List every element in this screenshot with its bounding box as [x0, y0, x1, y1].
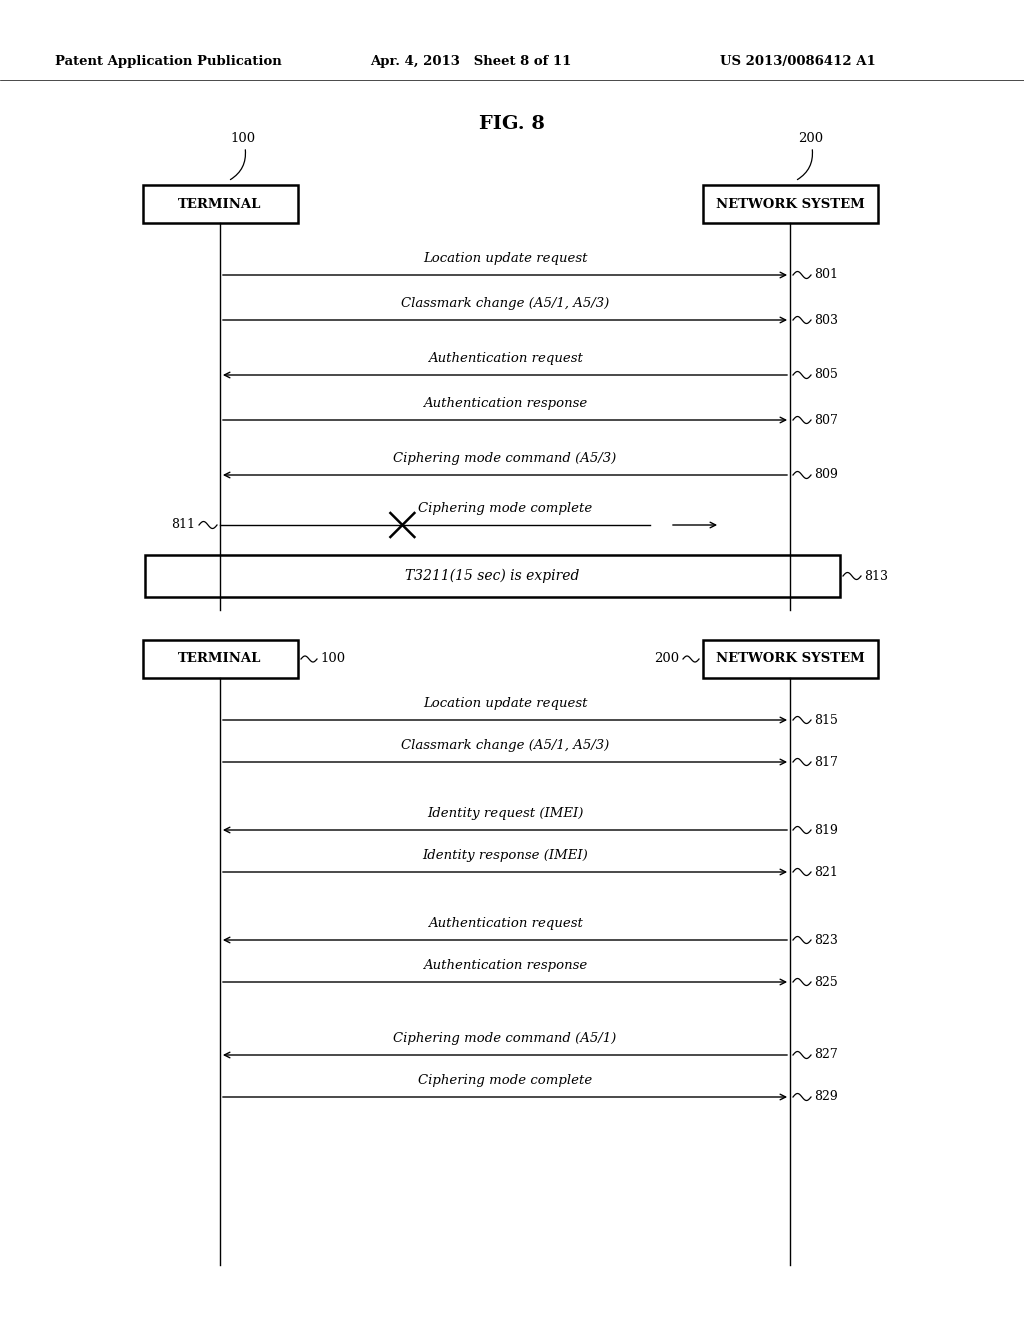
Text: 811: 811 [171, 519, 195, 532]
Text: 819: 819 [814, 824, 838, 837]
Bar [703, 185, 878, 223]
Text: 827: 827 [814, 1048, 838, 1061]
Text: NETWORK SYSTEM: NETWORK SYSTEM [716, 652, 864, 665]
Bar [143, 185, 298, 223]
Text: Location update request: Location update request [423, 252, 587, 265]
Text: 815: 815 [814, 714, 838, 726]
Text: NETWORK SYSTEM: NETWORK SYSTEM [716, 198, 864, 210]
Text: 823: 823 [814, 933, 838, 946]
Text: 809: 809 [814, 469, 838, 482]
Text: 807: 807 [814, 413, 838, 426]
Text: 805: 805 [814, 368, 838, 381]
Text: Location update request: Location update request [423, 697, 587, 710]
Bar [703, 640, 878, 678]
Text: Ciphering mode command (A5/1): Ciphering mode command (A5/1) [393, 1032, 616, 1045]
Text: TERMINAL: TERMINAL [178, 652, 262, 665]
Text: Classmark change (A5/1, A5/3): Classmark change (A5/1, A5/3) [400, 739, 609, 752]
Text: 100: 100 [319, 652, 345, 665]
Bar [143, 640, 298, 678]
Text: 200: 200 [654, 652, 679, 665]
Text: Authentication request: Authentication request [428, 917, 583, 931]
Text: Identity request (IMEI): Identity request (IMEI) [427, 807, 584, 820]
Text: 829: 829 [814, 1090, 838, 1104]
Text: 821: 821 [814, 866, 838, 879]
Text: Authentication response: Authentication response [423, 960, 587, 972]
Text: US 2013/0086412 A1: US 2013/0086412 A1 [720, 55, 876, 69]
Text: 817: 817 [814, 755, 838, 768]
Text: Ciphering mode command (A5/3): Ciphering mode command (A5/3) [393, 451, 616, 465]
Text: 813: 813 [864, 569, 888, 582]
Bar [145, 554, 840, 597]
Text: 200: 200 [798, 132, 823, 145]
Text: Identity response (IMEI): Identity response (IMEI) [422, 849, 588, 862]
Text: Ciphering mode complete: Ciphering mode complete [418, 502, 592, 515]
Text: Apr. 4, 2013   Sheet 8 of 11: Apr. 4, 2013 Sheet 8 of 11 [370, 55, 571, 69]
Text: 825: 825 [814, 975, 838, 989]
Text: 803: 803 [814, 314, 838, 326]
Text: T3211(15 sec) is expired: T3211(15 sec) is expired [404, 569, 580, 583]
Text: Classmark change (A5/1, A5/3): Classmark change (A5/1, A5/3) [400, 297, 609, 310]
Text: 100: 100 [230, 132, 255, 145]
Text: Authentication request: Authentication request [428, 352, 583, 366]
Text: 801: 801 [814, 268, 838, 281]
Text: FIG. 8: FIG. 8 [479, 115, 545, 133]
Text: Patent Application Publication: Patent Application Publication [55, 55, 282, 69]
Text: TERMINAL: TERMINAL [178, 198, 262, 210]
Text: Ciphering mode complete: Ciphering mode complete [418, 1074, 592, 1086]
Text: Authentication response: Authentication response [423, 397, 587, 411]
